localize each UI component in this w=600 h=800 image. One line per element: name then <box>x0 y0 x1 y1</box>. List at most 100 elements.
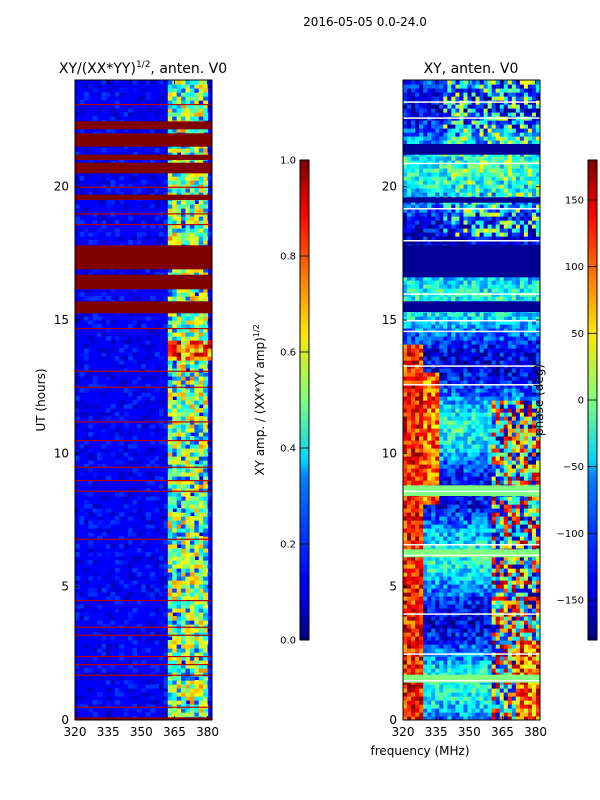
heatmap-b-cell <box>467 532 473 537</box>
heatmap-a-cell <box>163 332 169 337</box>
heatmap-b-cell <box>415 640 420 645</box>
heatmap-a-cell <box>198 488 204 493</box>
heatmap-a-cell <box>198 424 204 429</box>
heatmap-a-cell <box>123 524 129 529</box>
heatmap-a-cell <box>167 160 173 165</box>
heatmap-a-cell <box>150 188 156 193</box>
heatmap-a-cell <box>114 704 120 709</box>
heatmap-a-cell <box>176 92 182 97</box>
heatmap-b-cell <box>415 592 420 597</box>
heatmap-a-cell <box>97 604 103 609</box>
heatmap-a-cell <box>176 568 182 573</box>
heatmap-a-cell <box>189 372 195 377</box>
heatmap-a-cell <box>181 200 187 205</box>
heatmap-b-cell <box>471 664 477 669</box>
heatmap-a-cell <box>79 520 85 525</box>
heatmap-b-cell <box>451 716 456 720</box>
heatmap-a-cell <box>97 536 103 541</box>
heatmap-a-cell <box>176 660 182 665</box>
heatmap-b-cell <box>535 592 540 597</box>
heatmap-a-cell <box>132 172 138 177</box>
heatmap-b-cell <box>439 512 444 517</box>
heatmap-a-cell <box>203 680 209 685</box>
heatmap-b-cell <box>491 704 497 709</box>
heatmap-b-cell <box>535 696 540 701</box>
heatmap-a-cell <box>97 468 103 473</box>
heatmap-b-cell <box>487 700 493 705</box>
heatmap-a-cell <box>150 636 156 641</box>
heatmap-a-cell <box>141 580 147 585</box>
heatmap-b-cell <box>499 620 505 625</box>
heatmap-b-cell <box>507 600 513 605</box>
heatmap-b-cell <box>503 700 509 705</box>
heatmap-a-cell <box>83 512 89 517</box>
heatmap-b-cell <box>515 592 521 597</box>
heatmap-a-cell <box>88 708 94 713</box>
heatmap-b-cell <box>471 572 477 577</box>
heatmap-b-cell <box>483 616 489 621</box>
heatmap-b-cell <box>487 616 493 621</box>
heatmap-a-cell <box>158 80 164 85</box>
heatmap-b-cell <box>535 580 540 585</box>
heatmap-b-cell <box>515 588 521 593</box>
heatmap-a-cell <box>92 672 98 677</box>
heatmap-b-cell <box>419 596 424 601</box>
heatmap-a-cell <box>132 440 138 445</box>
heatmap-a-cell <box>119 644 125 649</box>
heatmap-b-cell <box>475 700 481 705</box>
heatmap-a-cell <box>198 436 204 441</box>
heatmap-a-cell <box>172 220 178 225</box>
heatmap-b-cell <box>411 592 416 597</box>
heatmap-b-cell <box>487 692 493 697</box>
heatmap-a-cell <box>185 492 191 497</box>
heatmap-a-cell <box>181 500 187 505</box>
heatmap-b-cell <box>471 640 477 645</box>
heatmap-a-cell <box>172 100 178 105</box>
heatmap-b-cell <box>483 576 489 581</box>
heatmap-a-cell <box>172 448 178 453</box>
heatmap-a-cell <box>88 596 94 601</box>
heatmap-a-cell <box>101 148 107 153</box>
heatmap-a-cell <box>132 652 138 657</box>
heatmap-b-cell <box>515 696 521 701</box>
heatmap-b-cell <box>415 664 420 669</box>
heatmap-a-cell <box>198 396 204 401</box>
heatmap-a-cell <box>172 288 178 293</box>
heatmap-b-cell <box>491 508 497 513</box>
heatmap-b-cell <box>447 716 452 720</box>
heatmap-b-cell <box>443 712 448 717</box>
heatmap-a-cell <box>79 408 85 413</box>
heatmap-b-cell <box>519 540 525 545</box>
heatmap-b-cell <box>411 632 416 637</box>
heatmap-a-cell <box>154 608 160 613</box>
heatmap-a-cell <box>105 188 111 193</box>
heatmap-a-cell <box>136 368 142 373</box>
heatmap-a-cell <box>181 180 187 185</box>
heatmap-b-cell <box>447 560 452 565</box>
heatmap-b-cell <box>511 704 517 709</box>
heatmap-a-cell <box>194 664 200 669</box>
heatmap-a-cell <box>194 324 200 329</box>
heatmap-b-cell <box>407 708 412 713</box>
heatmap-a-cell <box>167 496 173 501</box>
heatmap-b-cell <box>463 664 469 669</box>
heatmap-a-cell <box>185 408 191 413</box>
heatmap-b-cell <box>419 608 424 613</box>
heatmap-b-cell <box>447 500 452 505</box>
heatmap-b-cell <box>407 592 412 597</box>
heatmap-a-cell <box>101 652 107 657</box>
heatmap-b-cell <box>495 672 501 677</box>
heatmap-a-cell <box>189 408 195 413</box>
heatmap-b-cell <box>499 588 505 593</box>
heatmap-a-cell <box>114 80 120 85</box>
heatmap-b-cell <box>503 540 509 545</box>
heatmap-a-cell <box>181 272 187 277</box>
heatmap-a-cell <box>172 504 178 509</box>
heatmap-a-cell <box>194 596 200 601</box>
heatmap-b-cell <box>463 528 469 533</box>
heatmap-a-cell <box>163 564 169 569</box>
heatmap-b-cell <box>415 636 420 641</box>
heatmap-b-cell <box>451 608 456 613</box>
heatmap-a-cell <box>119 656 125 661</box>
heatmap-a-cell <box>185 672 191 677</box>
